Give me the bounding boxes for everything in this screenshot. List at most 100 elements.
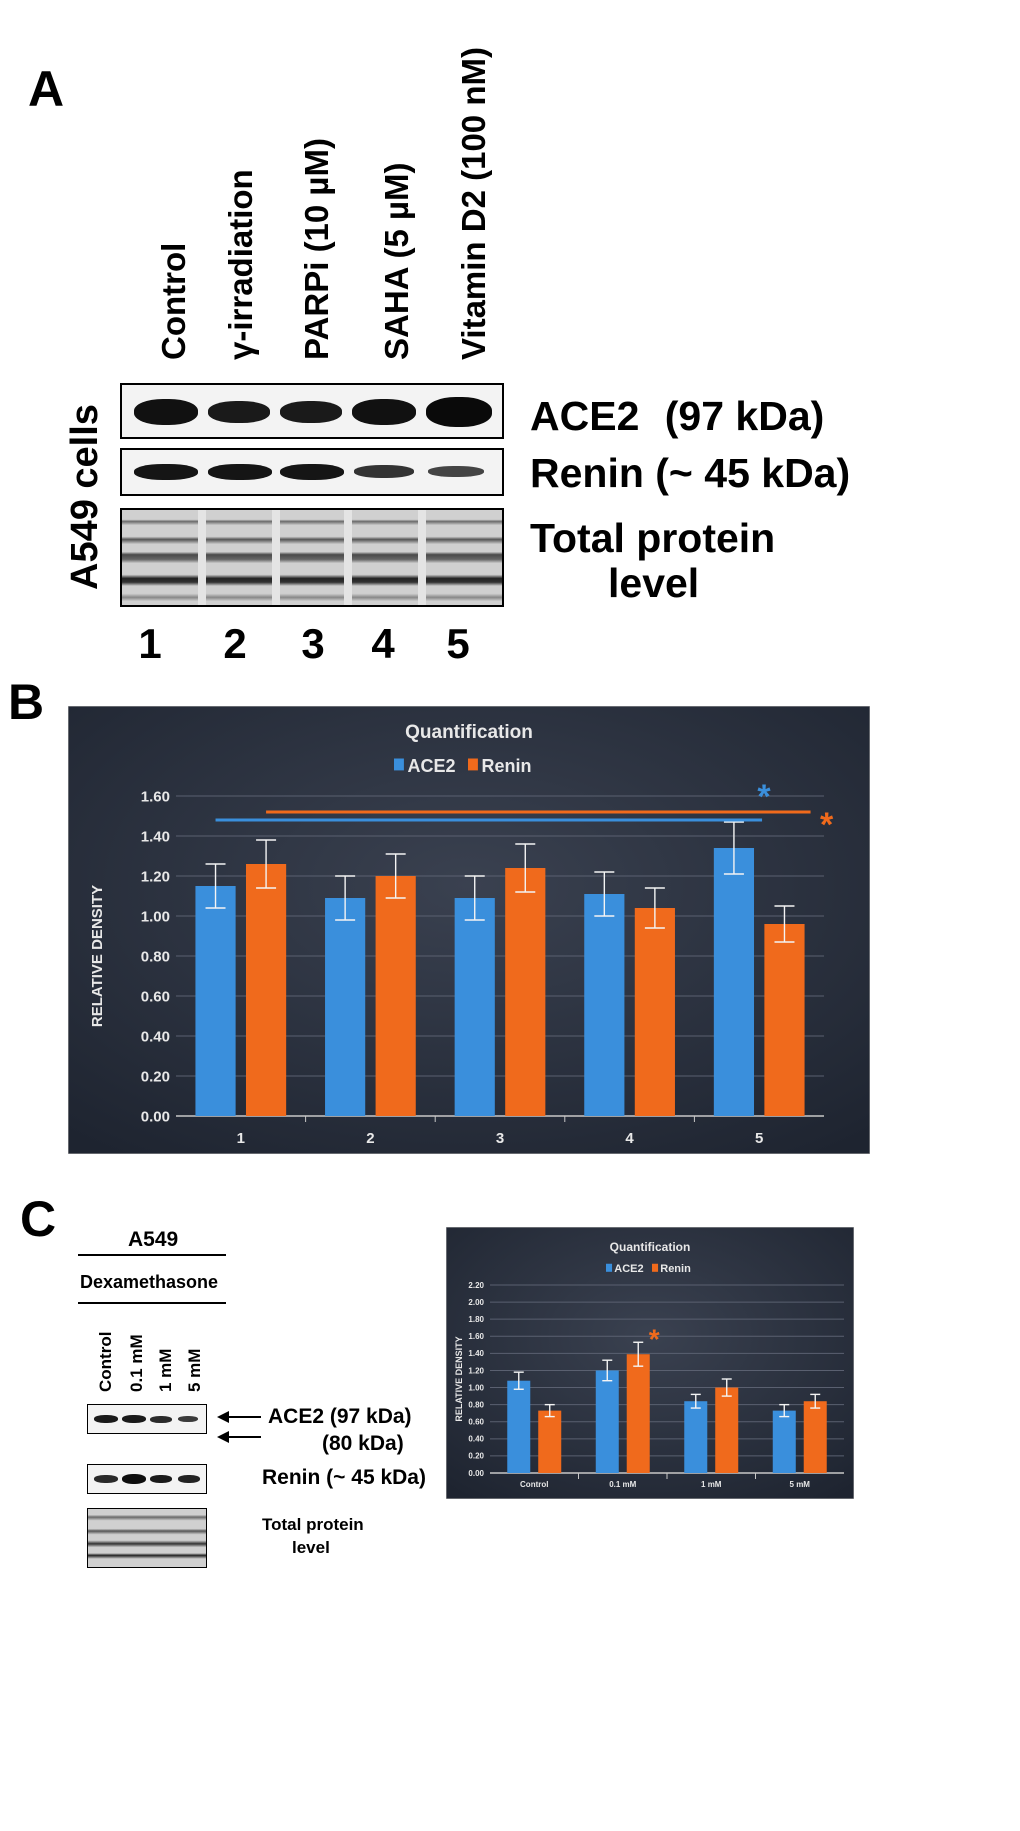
bar-ace2-3 xyxy=(454,898,495,1116)
lane-label-saha: SAHA (5 µM) xyxy=(378,162,415,360)
ace2-band-2 xyxy=(208,401,270,423)
y-axis-label: RELATIVE DENSITY xyxy=(89,885,106,1027)
lane-number-4: 4 xyxy=(371,620,395,667)
x-tick-label: Control xyxy=(520,1480,548,1489)
legend-swatch-renin xyxy=(468,758,478,771)
bar-renin-1-mm xyxy=(715,1387,739,1473)
ace2-band-5 xyxy=(426,397,492,427)
bar-renin-4 xyxy=(634,908,675,1116)
c-total-protein-blot xyxy=(87,1508,207,1568)
y-tick-label: 2.00 xyxy=(468,1298,484,1307)
side-label-a549-cells: A549 cells xyxy=(64,404,106,590)
lane-label-gamma-irradiation: γ-irradiation xyxy=(222,169,259,360)
legend-label-ace2: ACE2 xyxy=(408,756,456,776)
significance-star-renin: * xyxy=(820,806,834,844)
lane-label-control: Control xyxy=(155,242,192,360)
renin-band-1 xyxy=(134,464,198,480)
ace2-name: ACE2 xyxy=(530,393,640,439)
bar-renin-0.1-mm xyxy=(626,1354,650,1473)
y-axis-label: RELATIVE DENSITY xyxy=(454,1336,464,1421)
y-tick-label: 1.20 xyxy=(468,1366,484,1375)
renin-blot xyxy=(120,448,504,496)
bar-ace2-2 xyxy=(325,898,366,1116)
ace2-label: ACE2 (97 kDa) xyxy=(530,393,824,440)
x-tick-label: 1 mM xyxy=(701,1480,722,1489)
y-tick-label: 0.80 xyxy=(468,1400,484,1409)
lane-label-parpi: PARPi (10 µM) xyxy=(298,138,335,360)
panel-a-letter: A xyxy=(28,61,65,117)
c-ace2-80-label: (80 kDa) xyxy=(322,1432,404,1455)
y-tick-label: 0.20 xyxy=(141,1068,170,1085)
y-tick-label: 0.40 xyxy=(141,1028,170,1045)
c-cell-line: A549 xyxy=(128,1228,179,1251)
y-tick-label: 1.40 xyxy=(141,828,170,845)
c-arrows xyxy=(217,1411,261,1443)
bar-ace2-5 xyxy=(713,848,755,1116)
bar-ace2-1 xyxy=(195,886,236,1116)
x-tick-label: 5 xyxy=(755,1130,763,1147)
x-tick-label: 0.1 mM xyxy=(609,1480,636,1489)
c-renin-blot xyxy=(87,1464,207,1494)
c-lane-1mm: 1 mM xyxy=(156,1348,175,1392)
c-ace2-label: ACE2 (97 kDa) xyxy=(268,1405,412,1428)
chart-b: Quantification ACE2 Renin 0.00 0.20 0.40 0.60 0… xyxy=(68,706,870,1154)
c-renin-label: Renin (~ 45 kDa) xyxy=(262,1466,426,1489)
renin-label: Renin (~ 45 kDa) xyxy=(530,450,851,496)
total-protein-label-2: level xyxy=(608,560,700,606)
x-tick-label: 3 xyxy=(496,1130,504,1147)
y-tick-label: 2.20 xyxy=(468,1281,484,1290)
y-tick-label: 1.60 xyxy=(468,1332,484,1341)
bar-ace2-0.1-mm xyxy=(595,1370,619,1473)
bar-renin-5 xyxy=(764,924,805,1116)
y-tick-label: 0.20 xyxy=(468,1452,484,1461)
lane-number-1: 1 xyxy=(138,620,162,667)
y-tick-label: 0.00 xyxy=(468,1469,484,1478)
y-tick-label: 1.80 xyxy=(468,1315,484,1324)
y-tick-label: 1.60 xyxy=(141,788,170,805)
c-total-protein-label-2: level xyxy=(292,1538,330,1557)
ace2-band-3 xyxy=(280,401,342,423)
y-tick-label: 0.00 xyxy=(141,1108,170,1125)
y-tick-label: 0.60 xyxy=(468,1418,484,1427)
ace2-blot xyxy=(120,383,504,439)
c-total-protein-label-1: Total protein xyxy=(262,1515,364,1534)
x-tick-label: 5 mM xyxy=(790,1480,811,1489)
lane-number-2: 2 xyxy=(223,620,247,667)
total-protein-label-1: Total protein xyxy=(530,515,776,561)
legend-swatch-ace2 xyxy=(394,758,404,771)
y-tick-label: 1.00 xyxy=(141,908,170,925)
c-lane-0-1mm: 0.1 mM xyxy=(127,1334,146,1392)
c-treatment-rule xyxy=(78,1302,226,1304)
arrow-left-icon xyxy=(217,1411,229,1423)
c-ace2-blot xyxy=(87,1404,207,1434)
lane-number-5: 5 xyxy=(446,620,470,667)
y-tick-label: 1.40 xyxy=(468,1349,484,1358)
c-lane-control: Control xyxy=(96,1331,115,1392)
legend-label-ace2: ACE2 xyxy=(614,1263,643,1275)
c-cell-line-rule xyxy=(78,1254,226,1256)
bar-ace2-5-mm xyxy=(772,1410,796,1473)
bar-ace2-control xyxy=(507,1380,531,1473)
c-lane-5mm: 5 mM xyxy=(185,1348,204,1392)
lane-label-vitamin-d2: Vitamin D2 (100 nM) xyxy=(455,47,492,360)
chart-title: Quantification xyxy=(405,722,533,743)
x-tick-label: 1 xyxy=(237,1130,245,1147)
bar-renin-3 xyxy=(505,868,546,1116)
bar-renin-1 xyxy=(245,864,287,1116)
panel-c-letter: C xyxy=(20,1191,57,1247)
bar-renin-5-mm xyxy=(803,1401,827,1473)
legend-swatch-renin xyxy=(652,1263,659,1272)
ace2-kda: (97 kDa) xyxy=(664,393,825,439)
renin-band-5 xyxy=(428,466,484,477)
total-protein-blot xyxy=(120,508,504,607)
chart-c: Quantification ACE2 Renin 0.00 0.20 0.40 0.60 0… xyxy=(446,1227,854,1499)
x-tick-label: 4 xyxy=(625,1130,634,1147)
y-tick-label: 0.40 xyxy=(468,1435,484,1444)
bar-renin-2 xyxy=(375,876,416,1116)
significance-star-ace2: * xyxy=(757,778,771,816)
significance-star-renin: * xyxy=(649,1323,660,1354)
legend-swatch-ace2 xyxy=(606,1263,613,1272)
bar-ace2-4 xyxy=(584,894,625,1116)
y-tick-label: 1.00 xyxy=(468,1383,484,1392)
renin-band-3 xyxy=(280,464,344,480)
